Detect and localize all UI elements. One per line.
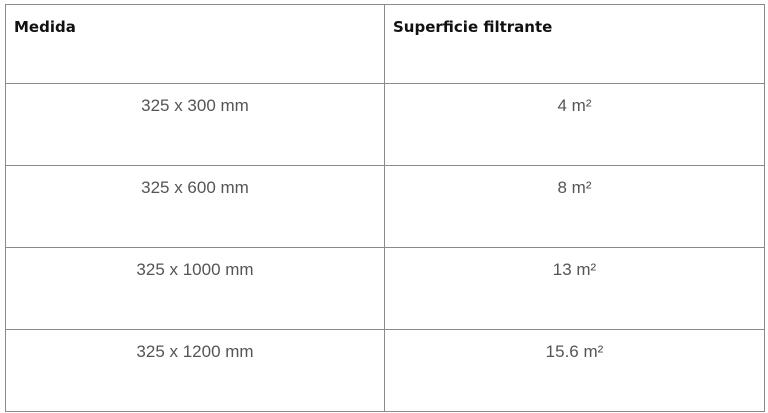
header-superficie: Superficie filtrante [384, 4, 765, 84]
table-row: 325 x 1200 mm 15.6 m² [5, 329, 765, 412]
specs-table: Medida Superficie filtrante 325 x 300 mm… [5, 4, 765, 412]
table-row: 325 x 600 mm 8 m² [5, 165, 765, 248]
header-medida: Medida [5, 4, 385, 84]
table-row: 325 x 300 mm 4 m² [5, 83, 765, 166]
table-row: 325 x 1000 mm 13 m² [5, 247, 765, 330]
cell-medida: 325 x 600 mm [5, 165, 385, 248]
table-header-row: Medida Superficie filtrante [5, 4, 765, 84]
cell-medida: 325 x 1000 mm [5, 247, 385, 330]
cell-medida: 325 x 1200 mm [5, 329, 385, 412]
cell-medida: 325 x 300 mm [5, 83, 385, 166]
cell-superficie: 8 m² [384, 165, 765, 248]
cell-superficie: 13 m² [384, 247, 765, 330]
cell-superficie: 4 m² [384, 83, 765, 166]
cell-superficie: 15.6 m² [384, 329, 765, 412]
